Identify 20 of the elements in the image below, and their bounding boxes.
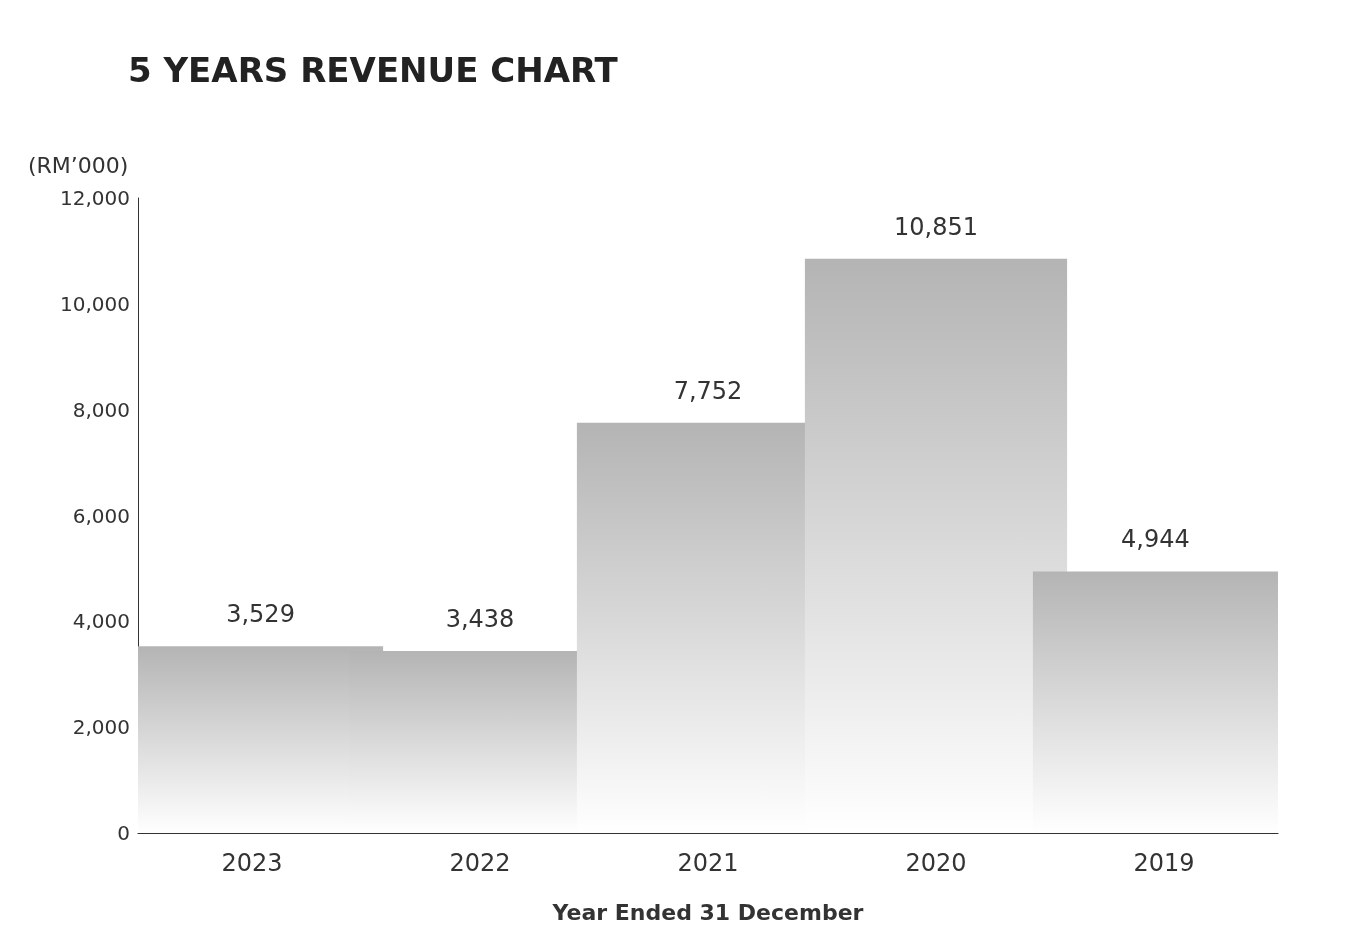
x-tick-label: 2022	[449, 849, 511, 877]
y-tick-label: 10,000	[60, 291, 130, 316]
y-axis-title: (RM’000)	[28, 152, 129, 178]
x-tick-label: 2021	[677, 849, 739, 877]
data-label: 3,529	[226, 600, 295, 629]
data-label: 4,944	[1121, 525, 1190, 554]
x-tick-label: 2020	[905, 849, 967, 877]
y-tick-label: 4,000	[72, 609, 130, 634]
data-label: 10,851	[894, 212, 978, 241]
y-tick-label: 2,000	[72, 715, 130, 740]
y-tick-label: 6,000	[72, 503, 130, 528]
data-label: 3,438	[445, 605, 515, 634]
x-axis-title: Year Ended 31 December	[551, 899, 864, 925]
chart-title: 5 YEARS REVENUE CHART	[128, 50, 619, 90]
x-tick-label: 2019	[1133, 849, 1195, 877]
x-tick-label: 2023	[221, 849, 283, 877]
y-tick-label: 8,000	[72, 397, 130, 422]
data-label: 7,752	[673, 376, 743, 405]
y-tick-label: 0	[117, 821, 130, 845]
y-tick-label: 12,000	[60, 186, 130, 210]
